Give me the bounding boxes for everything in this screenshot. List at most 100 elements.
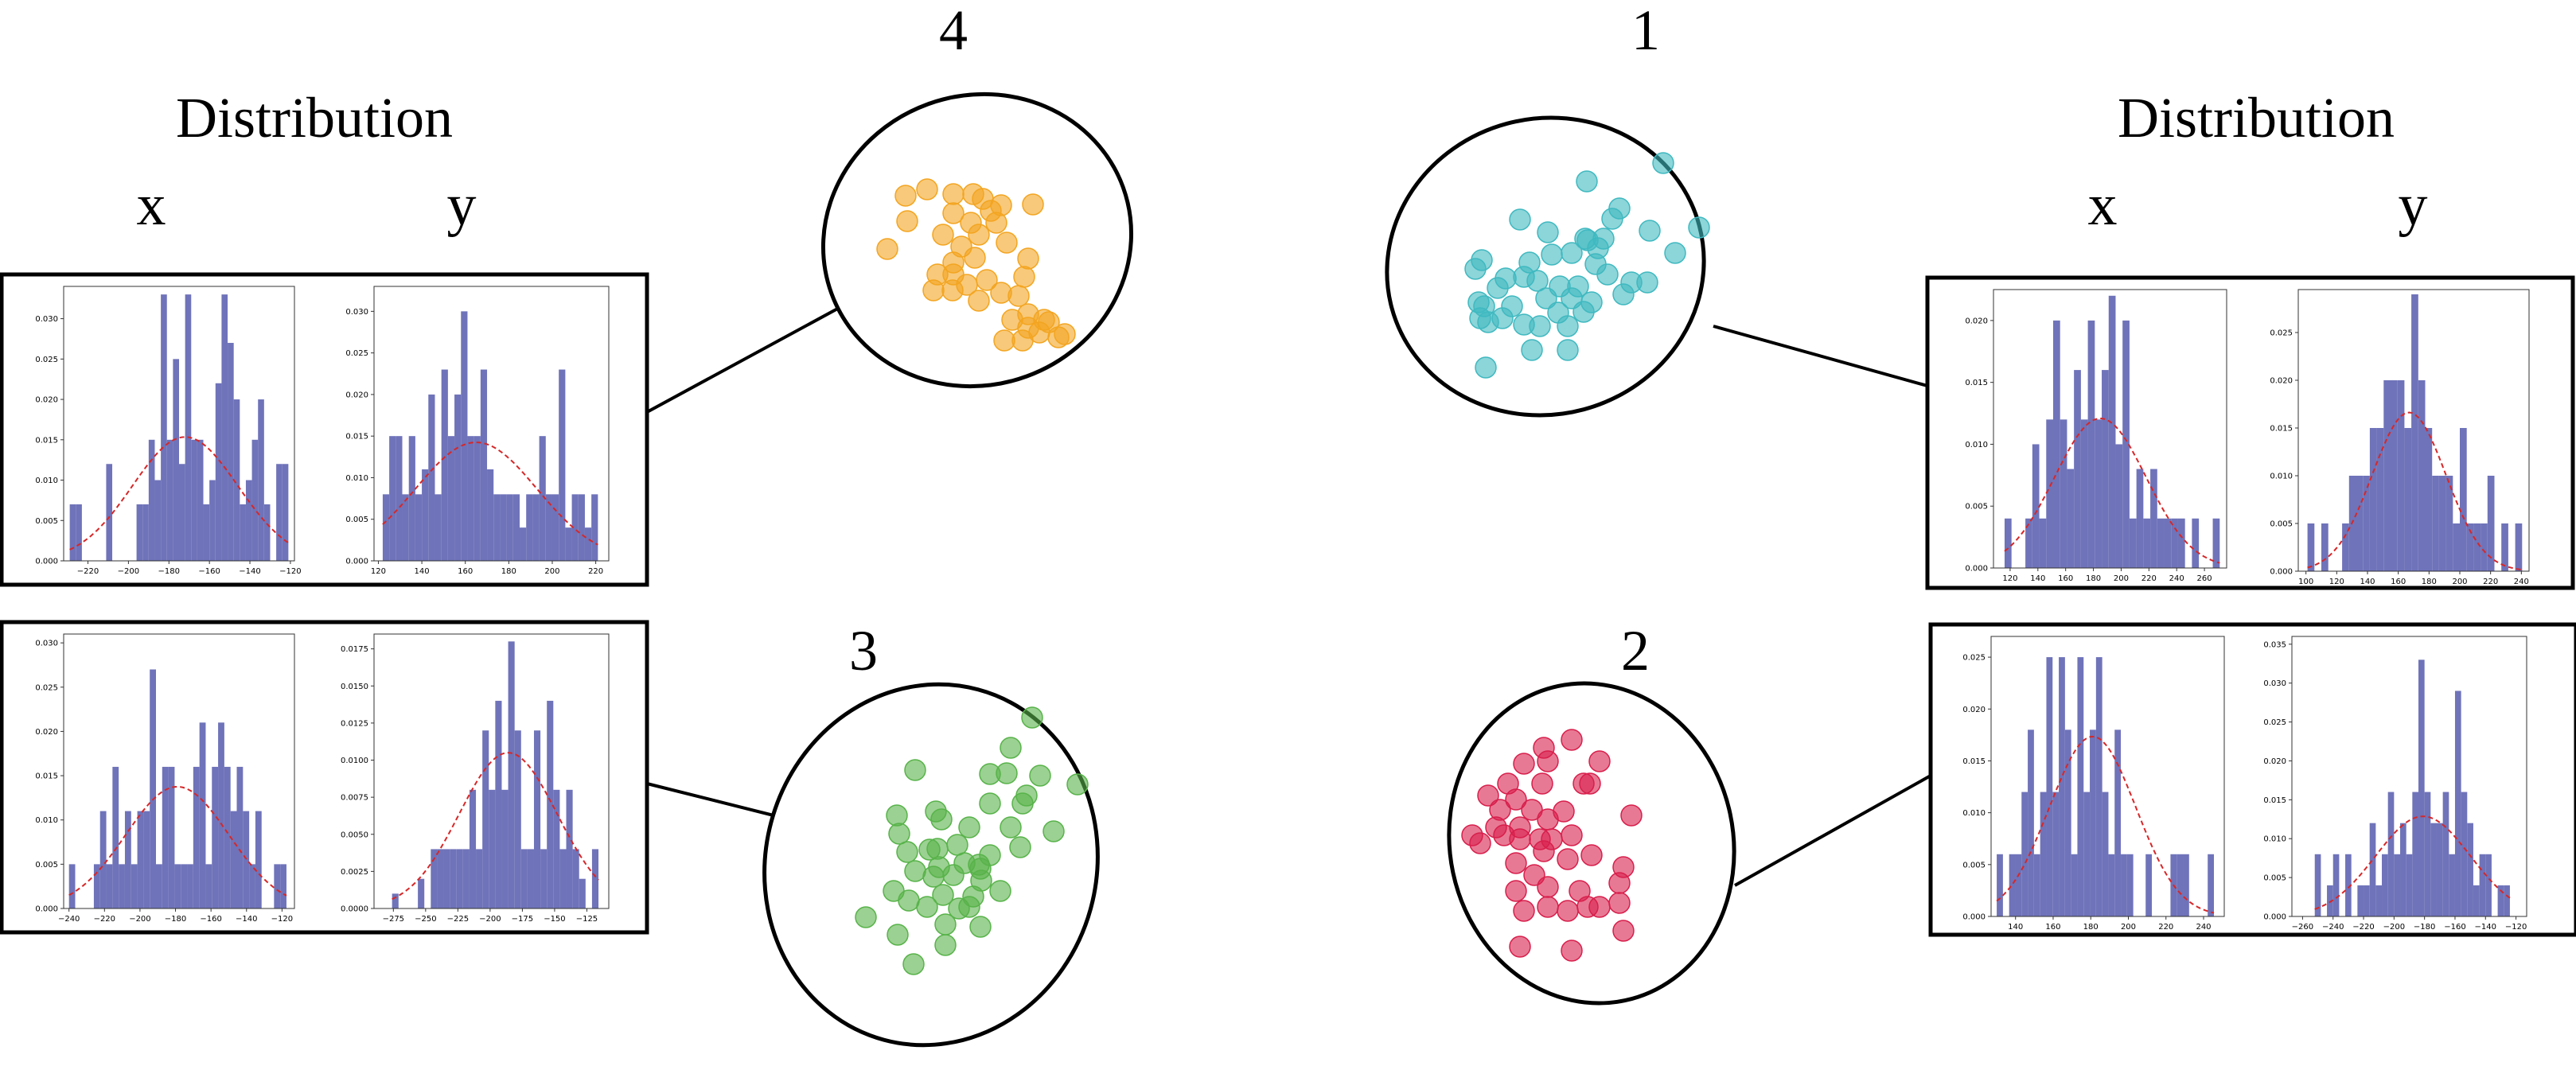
- histogram-bar: [2461, 792, 2468, 916]
- histogram-bar: [224, 766, 231, 908]
- x-tick-label: 180: [2086, 574, 2101, 583]
- cluster-point: [1509, 816, 1531, 838]
- histogram-bar: [2375, 885, 2383, 916]
- y-tick-label: 0.025: [35, 683, 58, 692]
- histogram-bar: [526, 494, 533, 561]
- histogram-bar: [540, 849, 548, 908]
- panel-cluster-4: [0, 272, 649, 587]
- histogram-bar: [2009, 854, 2016, 916]
- y-tick-label: 0.0100: [341, 757, 368, 765]
- histogram-bar: [230, 811, 237, 908]
- histogram-bar: [408, 436, 415, 561]
- histogram-bar: [428, 394, 435, 561]
- cluster-point: [968, 290, 990, 312]
- cluster-point: [1461, 824, 1483, 846]
- y-tick-label: 0.030: [2263, 679, 2286, 688]
- histogram-bar: [2064, 729, 2071, 916]
- histogram-bar: [154, 480, 162, 561]
- cluster-point: [1557, 848, 1579, 870]
- normal-fit-curve: [68, 785, 287, 897]
- histogram-bar: [474, 436, 481, 561]
- x-tick-label: −150: [544, 915, 565, 924]
- cluster-point: [1537, 221, 1559, 243]
- histogram-bar: [2074, 370, 2081, 568]
- histogram-bar: [415, 494, 423, 561]
- histogram-bar: [2485, 854, 2492, 916]
- histogram-bar: [236, 766, 244, 908]
- y-tick-label: 0.005: [2270, 520, 2293, 529]
- histogram-bar: [2332, 854, 2340, 916]
- histogram-bar: [2404, 428, 2412, 571]
- histogram-bar: [533, 730, 541, 908]
- cluster-point: [946, 834, 968, 856]
- histogram-bar: [2108, 295, 2116, 568]
- histogram-bar: [512, 494, 520, 561]
- histogram-bar: [2145, 854, 2153, 916]
- x-tick-label: −200: [118, 567, 139, 576]
- cluster-point: [996, 231, 1018, 254]
- y-tick-label: 0.020: [35, 728, 58, 737]
- y-tick-label: 0.030: [35, 315, 58, 324]
- histogram-bar: [591, 849, 599, 908]
- cluster-2-label: 2: [1621, 619, 1650, 683]
- cluster-point: [1015, 784, 1038, 807]
- cluster-point: [1509, 936, 1531, 958]
- histogram-bar: [501, 789, 509, 908]
- histogram-bar: [480, 369, 488, 561]
- cluster-point: [887, 924, 909, 946]
- histogram-bar: [263, 504, 271, 561]
- x-tick-label: 180: [501, 567, 516, 576]
- x-tick-label: −160: [200, 915, 221, 924]
- cluster-point: [916, 896, 938, 918]
- histogram-bar: [443, 849, 450, 908]
- y-tick-label: 0.005: [35, 517, 58, 526]
- cluster-point: [1612, 283, 1635, 305]
- histogram-bar: [2039, 518, 2047, 568]
- histogram-bar: [476, 849, 483, 908]
- histogram-bar: [2442, 792, 2449, 916]
- cluster-point: [1518, 251, 1541, 274]
- cluster-point: [1513, 753, 1535, 775]
- cluster-point: [1601, 208, 1623, 230]
- y-tick-label: 0.015: [1962, 757, 1986, 766]
- histogram-bar: [462, 849, 470, 908]
- cluster-point: [932, 224, 954, 246]
- histogram-bar: [2102, 370, 2109, 568]
- histogram-bar: [2432, 476, 2439, 571]
- histogram-bar: [539, 436, 546, 561]
- cluster-point: [934, 913, 957, 936]
- y-tick-label: 0.0025: [341, 868, 368, 877]
- cluster-point: [1464, 258, 1487, 280]
- x-tick-label: 160: [2045, 923, 2060, 932]
- cluster-point: [1509, 208, 1531, 231]
- histogram-bar: [2183, 854, 2189, 916]
- histogram-bar: [559, 849, 567, 908]
- cluster-point: [1521, 339, 1543, 361]
- histogram-bar: [119, 864, 125, 908]
- histogram-bar: [2046, 657, 2053, 916]
- histogram-bar: [565, 527, 572, 561]
- panel-cluster-2: [1928, 622, 2576, 937]
- y-tick-label: 0.025: [1962, 654, 1986, 663]
- plot-frame: [1993, 289, 2227, 569]
- histogram-bar: [274, 864, 281, 908]
- histogram-bar: [161, 294, 167, 561]
- histogram-bar: [142, 504, 149, 561]
- y-tick-label: 0.020: [1965, 317, 1988, 325]
- y-tick-label: 0.020: [2263, 757, 2286, 766]
- histogram-bar: [495, 700, 502, 908]
- histogram-bar: [584, 527, 592, 561]
- x-tick-label: 240: [2169, 574, 2184, 583]
- histogram-bar: [2342, 523, 2349, 571]
- histogram-bar: [435, 494, 442, 561]
- histogram-bar: [2501, 523, 2508, 571]
- histogram-bar: [2453, 523, 2460, 571]
- cluster-point: [1477, 784, 1499, 807]
- histogram-cluster-2-x: 140 160 180 200 220 240 0.000 0.005 0.010 0.015 0.…: [1962, 636, 2225, 932]
- histogram-bar: [233, 399, 240, 561]
- histogram-bar: [2425, 428, 2433, 571]
- histogram-bar: [2430, 823, 2437, 916]
- histogram-bar: [578, 494, 585, 561]
- histogram-bar: [2411, 294, 2418, 571]
- histogram-bar: [1997, 854, 2003, 916]
